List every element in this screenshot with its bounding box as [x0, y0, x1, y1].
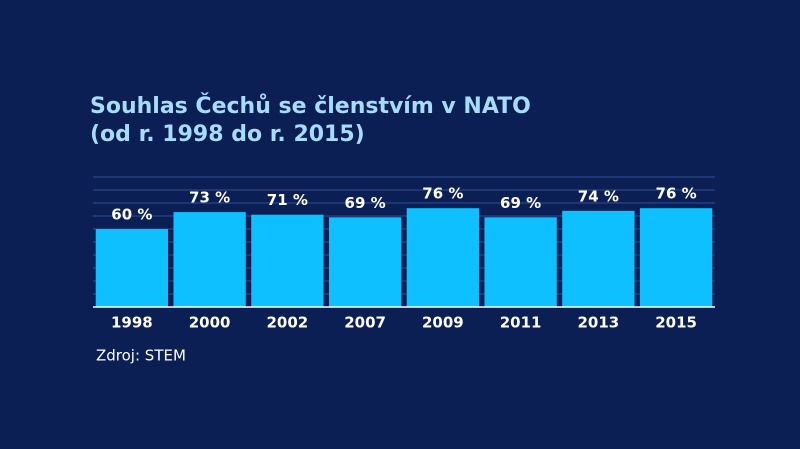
- value-label: 73 %: [189, 189, 230, 207]
- x-tick-label: 2011: [500, 314, 542, 332]
- bar: [406, 208, 480, 307]
- value-label: 60 %: [111, 206, 152, 224]
- value-label: 71 %: [267, 191, 308, 209]
- x-tick-label: 2009: [422, 314, 464, 332]
- x-tick-label: 2015: [655, 314, 697, 332]
- x-tick-label: 1998: [111, 314, 153, 332]
- source: Zdroj: STEM: [96, 347, 186, 365]
- bar: [562, 210, 635, 307]
- bar: [328, 217, 402, 307]
- bar: [251, 214, 324, 307]
- value-label: 76 %: [656, 185, 697, 203]
- x-tick-label: 2013: [578, 314, 620, 332]
- x-tick-label: 2002: [267, 314, 309, 332]
- x-tick-label: 2000: [189, 314, 231, 332]
- bar: [484, 217, 557, 307]
- value-label: 76 %: [422, 185, 463, 203]
- value-label: 74 %: [578, 187, 619, 205]
- x-tick-label: 2007: [344, 314, 386, 332]
- bar: [639, 208, 713, 307]
- bar: [173, 212, 246, 307]
- value-label: 69 %: [345, 194, 386, 212]
- chart-title: Souhlas Čechů se členstvím v NATO: [90, 93, 531, 119]
- value-label: 69 %: [500, 194, 541, 212]
- bar: [95, 229, 169, 307]
- chart-subtitle: (od r. 1998 do r. 2015): [90, 122, 365, 147]
